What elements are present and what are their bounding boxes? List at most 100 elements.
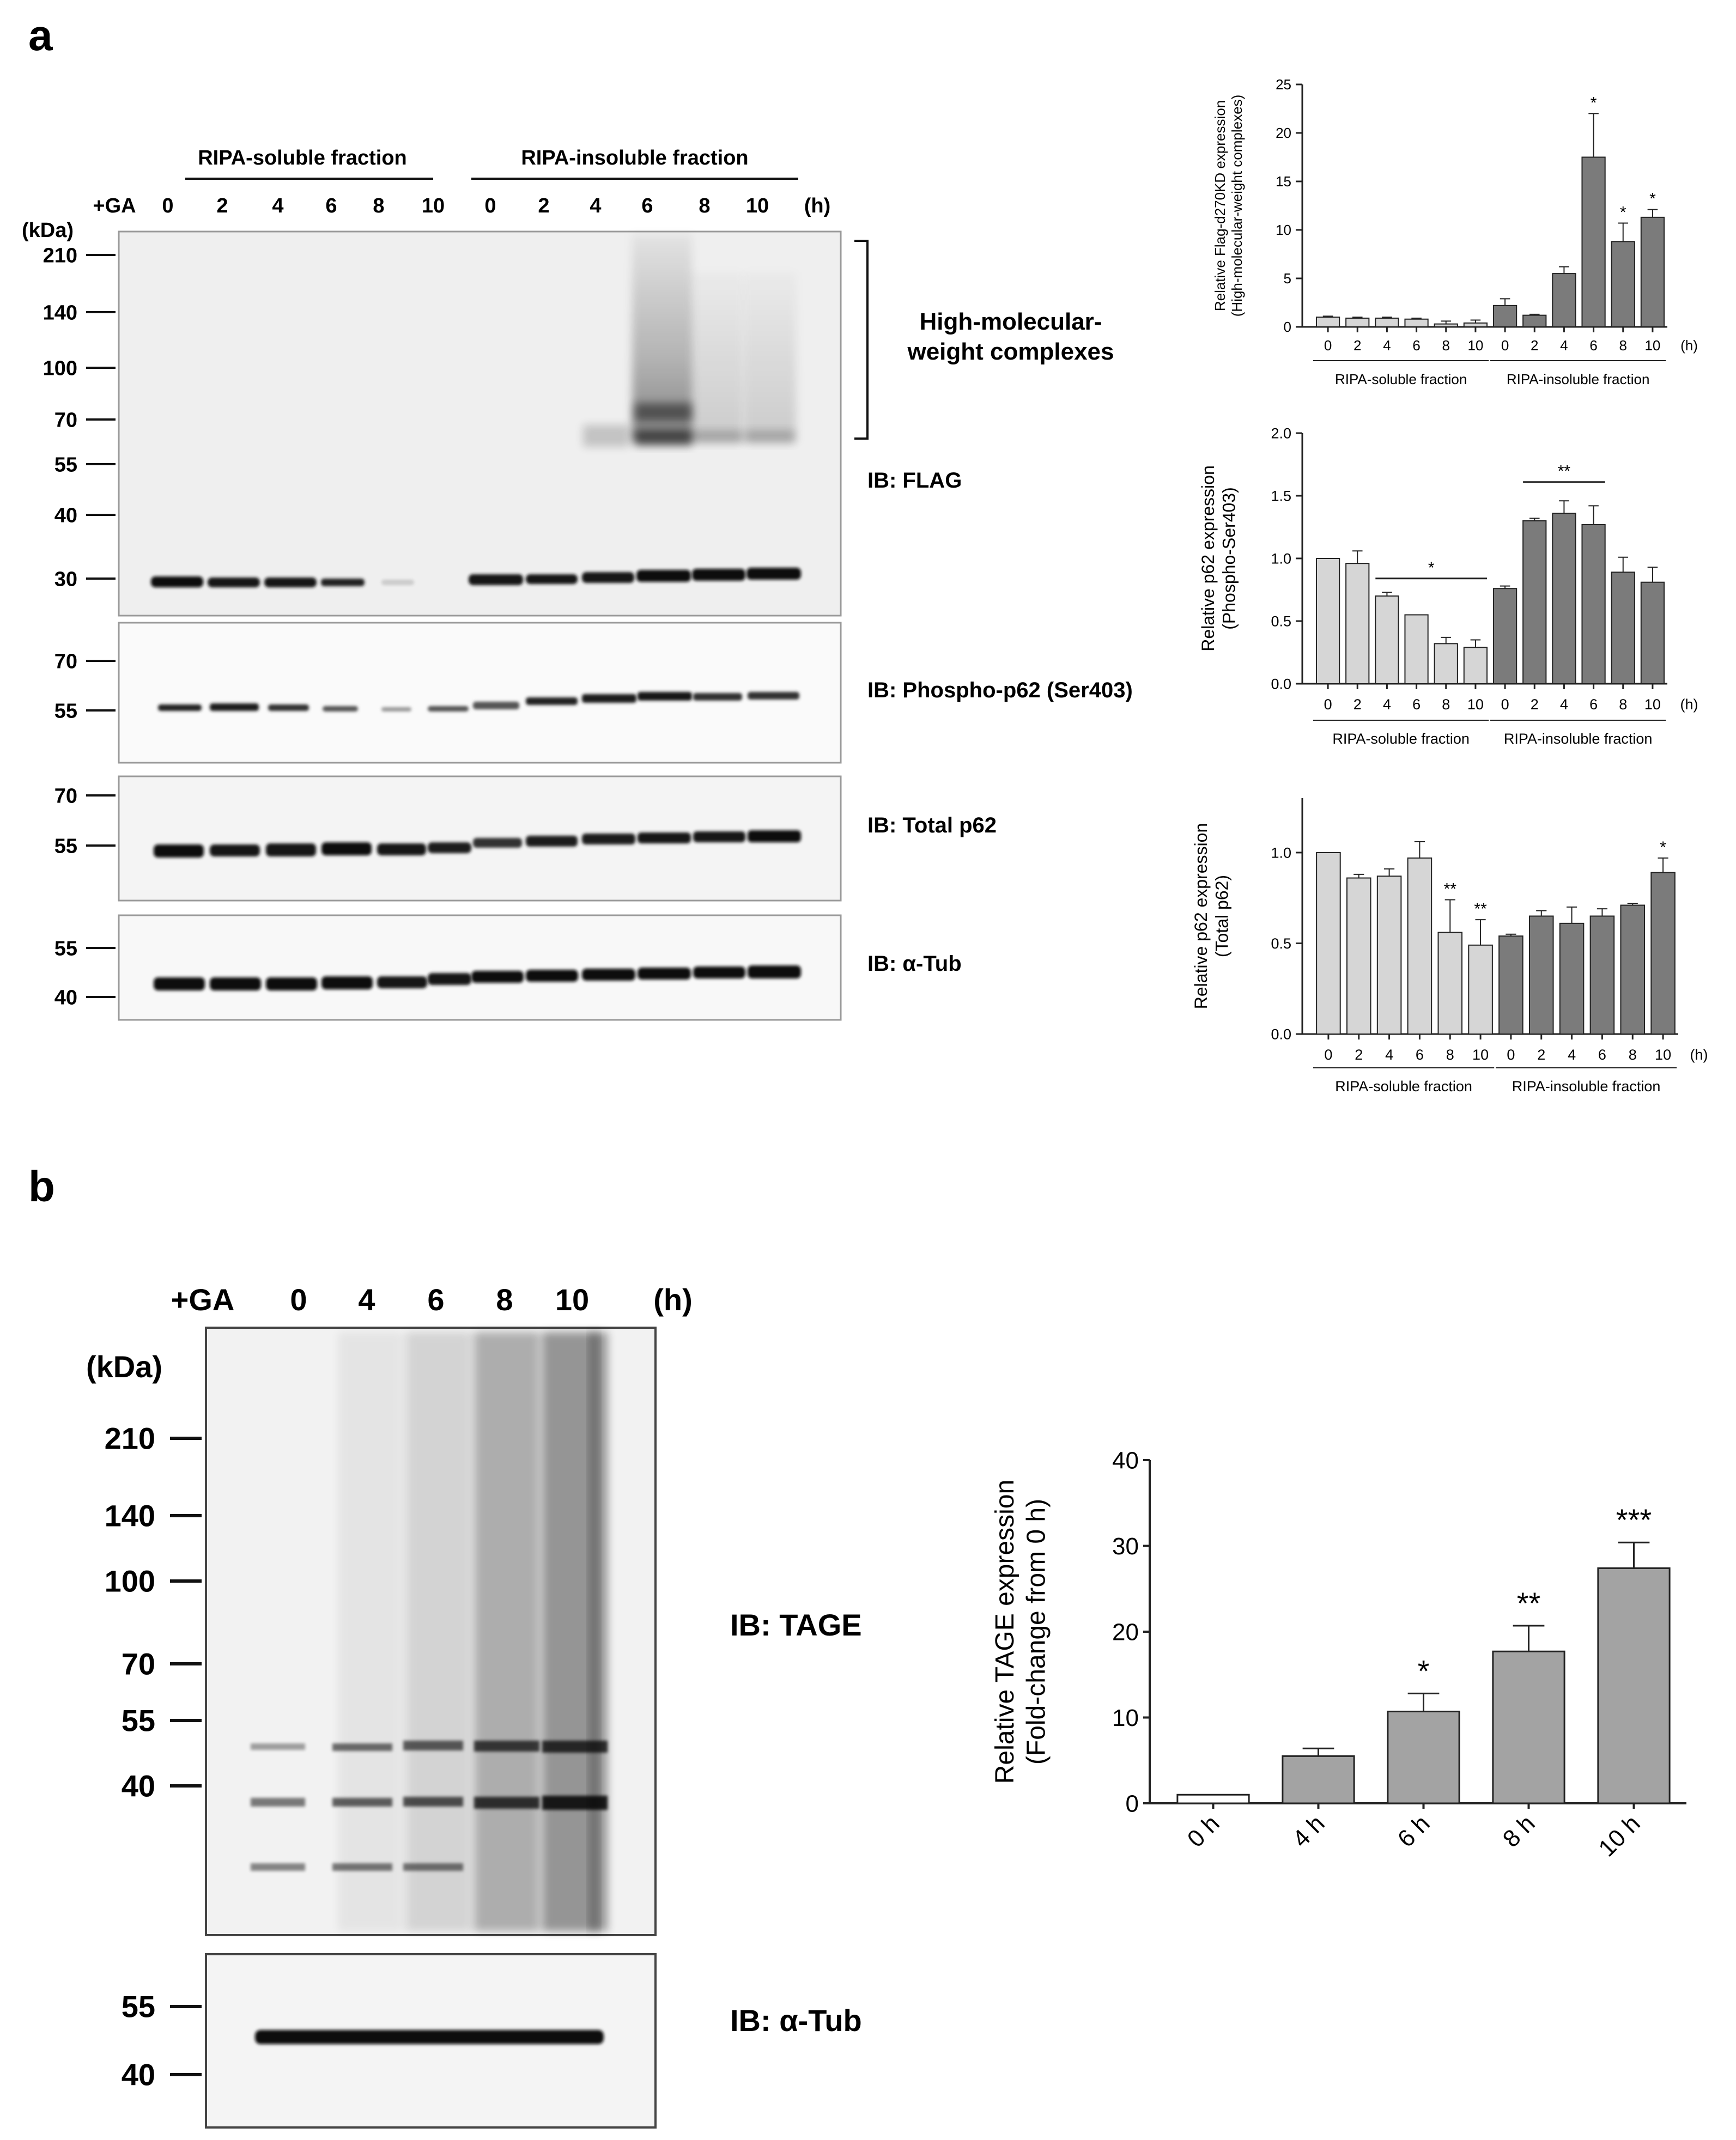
phospho-p62-bands: [158, 692, 799, 712]
bar: [1559, 922, 1585, 1035]
group-label: RIPA-insoluble fraction: [1512, 1078, 1661, 1095]
bar: [1404, 614, 1429, 684]
y-tick-label: 0.0: [1271, 1026, 1291, 1042]
flag-blot-bands: [151, 234, 801, 587]
y-tick-label: 1.0: [1271, 844, 1291, 861]
significance-mark: *: [1649, 190, 1656, 208]
lane-label: 8: [373, 194, 384, 217]
bar: [1597, 1567, 1671, 1804]
fraction-soluble-label: RIPA-soluble fraction: [198, 147, 407, 169]
lane-label: 0: [162, 194, 173, 217]
bar: [1552, 273, 1576, 328]
x-tick-label: 4: [1560, 696, 1568, 713]
x-tick-label: 0: [1501, 337, 1509, 354]
x-tick-label: 4: [1383, 337, 1391, 354]
x-tick-label: 6: [1412, 337, 1420, 354]
y-tick-label: 0.5: [1271, 613, 1291, 629]
bar: [1468, 944, 1493, 1035]
tage-marker-labels: 210 140 100 70 55 40: [105, 1421, 202, 1803]
marker-label: 210: [43, 244, 77, 267]
y-axis-label: Relative TAGE expression: [991, 1480, 1019, 1784]
bar: [1376, 876, 1402, 1035]
marker-label: 70: [54, 650, 77, 673]
y-tick-label: 20: [1112, 1619, 1139, 1645]
lane-label: 10: [555, 1282, 589, 1317]
lane-label: 2: [216, 194, 228, 217]
chart-tage: 0 10 20 30 40 Relative TAGE expression (Fold-c…: [991, 1447, 1686, 1862]
x-tick-label: 8: [1619, 696, 1627, 713]
ib-tub-a-label: IB: α-Tub: [867, 952, 962, 976]
x-tick-label: 6: [1412, 696, 1421, 713]
y-tick-label: 0.0: [1271, 676, 1291, 692]
x-tick-label: 4: [1385, 1047, 1393, 1063]
bar: [1345, 563, 1370, 684]
significance-mark: **: [1444, 880, 1457, 898]
lane-label: 6: [325, 194, 337, 217]
marker-label: 55: [54, 835, 77, 858]
x-tick-label: 10: [1467, 696, 1484, 713]
significance-mark: *: [1660, 838, 1666, 856]
group-label: RIPA-soluble fraction: [1335, 371, 1467, 387]
x-tick-label: 10 h: [1593, 1810, 1645, 1862]
x-tick-label: 4: [1383, 696, 1391, 713]
tub-blot-a-bands: [154, 965, 801, 990]
y-tick-label: 2.0: [1271, 425, 1291, 441]
bar: [1552, 513, 1576, 684]
lane-label: 4: [272, 194, 283, 217]
lane-labels: 0 2 4 6 8 10 0 2 4 6 8 10: [162, 194, 769, 217]
bar: [1463, 322, 1488, 328]
lane-labels-b: 0 4 6 8 10: [290, 1282, 589, 1317]
lane-label: 2: [538, 194, 549, 217]
x-tick-label: 10: [1472, 1047, 1489, 1063]
significance-mark: *: [1428, 559, 1435, 577]
y-axis-label: (High-molecular-weight complexes): [1229, 95, 1245, 317]
bar: [1640, 216, 1665, 327]
significance-mark: **: [1517, 1586, 1541, 1620]
significance-mark: *: [1591, 94, 1597, 112]
x-tick-label: 4: [1560, 337, 1568, 354]
hours-unit-label: (h): [804, 194, 831, 217]
significance-mark: ***: [1616, 1503, 1652, 1537]
panel-a-label: a: [28, 11, 53, 59]
marker-label: 55: [122, 1990, 155, 2024]
y-tick-label: 0: [1126, 1790, 1139, 1817]
significance-mark: *: [1620, 204, 1626, 222]
y-tick-label: 1.5: [1271, 488, 1291, 504]
bar: [1611, 572, 1635, 685]
x-tick-label: 8 h: [1498, 1810, 1540, 1852]
bar: [1463, 647, 1488, 685]
y-tick-label: 1.0: [1271, 550, 1291, 567]
bar: [1640, 581, 1665, 684]
lane-label: 4: [358, 1282, 375, 1317]
bar: [1620, 904, 1646, 1035]
x-tick-label: 10: [1644, 696, 1661, 713]
marker-label: 140: [43, 301, 77, 324]
lane-label: 8: [699, 194, 710, 217]
marker-label: 40: [122, 1769, 155, 1803]
x-tick-label: 0: [1501, 696, 1509, 713]
hmw-label-line2: weight complexes: [907, 338, 1114, 365]
x-tick-label: 6: [1598, 1047, 1606, 1063]
marker-label: 40: [54, 986, 77, 1009]
bar: [1492, 305, 1518, 328]
hmw-label-line1: High-molecular-: [920, 308, 1102, 335]
group-label: RIPA-soluble fraction: [1335, 1078, 1472, 1095]
ib-tage-label: IB: TAGE: [730, 1608, 862, 1642]
y-tick-label: 40: [1112, 1447, 1139, 1474]
marker-label: 70: [54, 409, 77, 431]
y-tick-label: 0.5: [1271, 935, 1291, 952]
x-tick-label: 2: [1353, 696, 1362, 713]
y-tick-label: 25: [1276, 76, 1291, 93]
flag-marker-labels: 210 140 100 70 55 40 30: [43, 244, 116, 591]
fraction-insoluble-label: RIPA-insoluble fraction: [521, 147, 748, 169]
y-axis-label: (Fold-change from 0 h): [1022, 1499, 1051, 1765]
y-axis-label: Relative Flag-d270KD expression: [1212, 100, 1228, 311]
y-axis-label: (Phospho-Ser403): [1219, 487, 1239, 629]
x-tick-label: 0: [1324, 1047, 1332, 1063]
marker-label: 55: [54, 453, 77, 476]
y-axis-label: (Total p62): [1212, 875, 1231, 957]
y-tick-label: 20: [1276, 125, 1291, 141]
x-tick-label: 2: [1531, 337, 1538, 354]
